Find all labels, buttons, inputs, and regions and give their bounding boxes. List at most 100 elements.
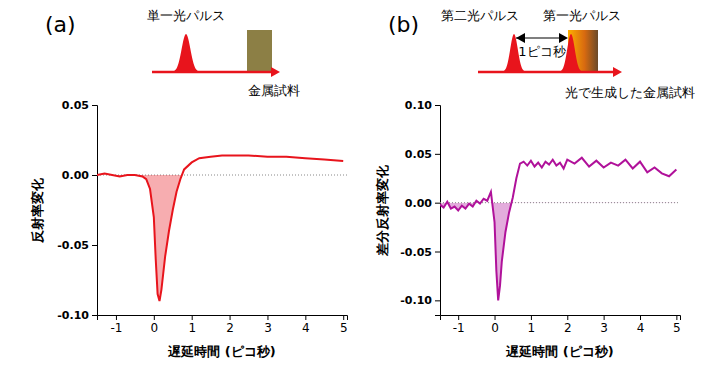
arrow-head <box>613 67 622 77</box>
arrow-line <box>152 71 274 74</box>
x-tick: 5 <box>340 315 348 335</box>
x-tick: -1 <box>453 315 465 335</box>
y-tick-mark <box>435 203 440 204</box>
y-tick-label: -0.10 <box>57 309 89 322</box>
x-tick-label: -1 <box>110 321 122 335</box>
metal-sample <box>247 30 272 72</box>
x-tick: 3 <box>264 315 272 335</box>
x-tick-label: 4 <box>637 321 645 335</box>
x-axis: -1 0 1 2 3 4 5 <box>441 315 681 335</box>
y-tick-mark <box>435 154 440 155</box>
y-tick: -0.05 <box>400 246 440 259</box>
x-tick-mark <box>230 315 231 320</box>
y-tick-label: 0.00 <box>405 197 432 210</box>
arrow-head <box>559 33 568 43</box>
x-tick-label: 3 <box>264 321 272 335</box>
x-tick-label: 0 <box>491 321 499 335</box>
y-axis-line <box>92 106 98 316</box>
y-axis-title: 反射率変化 <box>30 177 45 244</box>
x-tick-label: 5 <box>340 321 348 335</box>
y-tick: 0.10 <box>405 99 440 112</box>
x-tick-label: 4 <box>302 321 310 335</box>
arrow-head <box>516 33 525 43</box>
y-tick-mark <box>92 105 97 106</box>
annotation: 第二光パルス <box>441 8 519 23</box>
x-tick-label: 1 <box>528 321 536 335</box>
x-axis-title: 遅延時間 (ピコ秒) <box>167 344 275 359</box>
x-tick-mark <box>116 315 117 320</box>
x-tick-label: -1 <box>453 321 465 335</box>
y-tick-mark <box>435 252 440 253</box>
x-tick-mark <box>458 315 459 320</box>
y-tick-mark <box>92 175 97 176</box>
x-tick-mark <box>531 315 532 320</box>
area-group <box>440 203 676 301</box>
dip-area <box>440 203 676 301</box>
x-tick-mark <box>192 315 193 320</box>
x-tick-mark <box>676 315 677 320</box>
x-tick-mark <box>495 315 496 320</box>
x-tick: 5 <box>673 315 681 335</box>
x-tick: 3 <box>600 315 608 335</box>
x-tick: 2 <box>564 315 572 335</box>
arrow-head <box>271 67 280 77</box>
annotation: 金属試料 <box>248 83 300 98</box>
x-tick-mark <box>305 315 306 320</box>
x-tick: 0 <box>491 315 499 335</box>
data-line <box>97 155 343 301</box>
x-tick: 2 <box>226 315 234 335</box>
y-tick-mark <box>92 315 97 316</box>
schematic: 単一光パルス金属試料 <box>147 8 300 98</box>
light-pulse <box>172 34 200 72</box>
x-tick-mark <box>154 315 155 320</box>
x-tick-label: 2 <box>564 321 572 335</box>
panel: (b)第二光パルス第一光パルス1ピコ秒光で生成した金属試料-1012345-0.… <box>375 8 695 359</box>
y-tick: 0.05 <box>405 148 440 161</box>
annotation: 第一光パルス <box>543 8 621 23</box>
dip-area <box>97 175 343 301</box>
y-axis-title: 差分反射率変化 <box>375 164 390 257</box>
x-tick-mark <box>343 315 344 320</box>
plot-area <box>97 155 347 301</box>
y-tick-label: 0.05 <box>405 148 432 161</box>
y-axis-line <box>435 106 441 316</box>
y-tick-mark <box>435 105 440 106</box>
panel-label: (a) <box>45 12 76 37</box>
y-tick: -0.10 <box>400 294 440 307</box>
y-tick-label: 0.10 <box>405 99 432 112</box>
x-axis-line <box>441 316 681 321</box>
x-axis: -1 0 1 2 3 4 5 <box>98 315 348 335</box>
data-line <box>440 158 676 301</box>
y-tick: -0.10 <box>57 309 97 322</box>
x-tick-mark <box>604 315 605 320</box>
schematic: 第二光パルス第一光パルス1ピコ秒光で生成した金属試料 <box>441 8 695 100</box>
plot-area <box>440 158 680 301</box>
x-tick: 1 <box>528 315 536 335</box>
x-tick-label: 3 <box>600 321 608 335</box>
area-group <box>97 175 343 301</box>
x-tick-label: 1 <box>188 321 196 335</box>
y-tick-label: -0.05 <box>400 246 432 259</box>
x-tick-label: 0 <box>150 321 158 335</box>
x-axis-line <box>98 316 348 321</box>
annotation: 1ピコ秒 <box>518 44 565 59</box>
y-tick-mark <box>435 300 440 301</box>
y-tick-label: -0.05 <box>57 239 89 252</box>
x-tick: 4 <box>637 315 645 335</box>
x-tick: 4 <box>302 315 310 335</box>
annotation: 単一光パルス <box>147 8 225 23</box>
panel: (a) 単一光パルス金属試料 -1 0 1 2 3 4 5 -0.10 -0.05 0.00 0.05 遅… <box>30 8 348 359</box>
y-tick-mark <box>92 245 97 246</box>
y-tick: 0.00 <box>405 197 440 210</box>
x-tick-mark <box>267 315 268 320</box>
y-tick-label: -0.10 <box>400 294 432 307</box>
x-tick-label: 2 <box>226 321 234 335</box>
x-tick-mark <box>567 315 568 320</box>
y-axis: -0.10 -0.05 0.00 0.05 0.10 <box>400 99 440 315</box>
y-tick-label: 0.05 <box>62 99 89 112</box>
arrow-line <box>478 71 616 74</box>
y-tick: 0.00 <box>62 169 97 182</box>
y-axis: -0.10 -0.05 0.00 0.05 <box>57 99 97 322</box>
x-axis-title: 遅延時間 (ピコ秒) <box>505 344 613 359</box>
y-tick-label: 0.00 <box>62 169 89 182</box>
